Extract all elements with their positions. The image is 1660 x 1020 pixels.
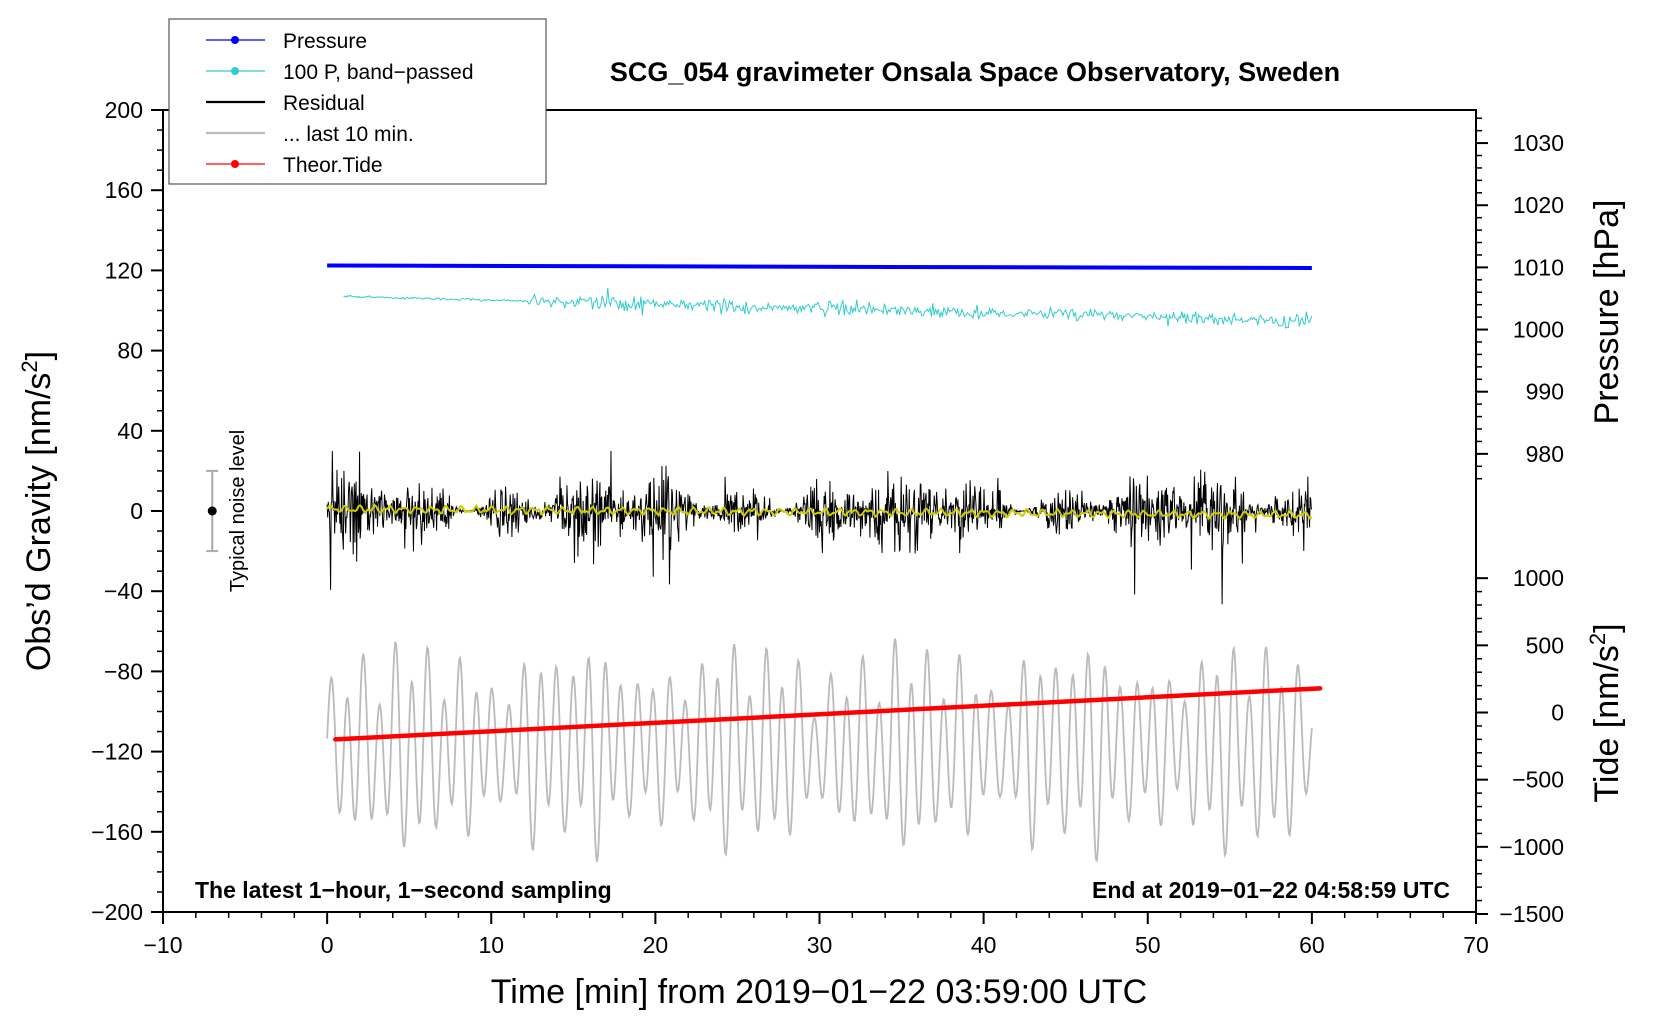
tide-tick-label: −500	[1512, 767, 1564, 793]
series-residual-smoothed	[326, 503, 1313, 521]
legend-label-last10: ... last 10 min.	[283, 123, 414, 146]
legend-label-tide: Theor.Tide	[283, 154, 383, 177]
legend-entry-residual: Residual	[206, 92, 365, 115]
x-axis-ticks: −10 0 10 20 30 40 50 60 70	[143, 912, 1489, 958]
y-tick-label: −200	[91, 899, 143, 925]
y-axis-title-left-main: Obs’d Gravity [nm/s	[20, 373, 58, 672]
legend-entry-bandpassed: 100 P, band−passed	[206, 61, 474, 84]
x-tick-label: 40	[971, 932, 997, 958]
x-axis-title: Time [min] from 2019−01−22 03:59:00 UTC	[491, 973, 1147, 1011]
y-tick-label: 200	[105, 97, 143, 123]
x-tick-label: 20	[643, 932, 669, 958]
series-theor-tide	[333, 686, 1323, 742]
series-last-10-min	[326, 638, 1313, 863]
legend-label-pressure: Pressure	[283, 30, 367, 53]
tide-tick-label: −1500	[1499, 901, 1564, 927]
y-axis-title-left-end: ]	[20, 351, 58, 360]
pressure-tick-label: 1010	[1513, 254, 1564, 280]
y-tick-label: −80	[104, 658, 143, 684]
legend-label-residual: Residual	[283, 92, 365, 115]
series-layer	[326, 263, 1323, 863]
tide-axis-ticks: 1000 500 0 −500 −1000 −1500	[1476, 565, 1564, 927]
tide-tick-label: 1000	[1513, 565, 1564, 591]
pressure-tick-label: 990	[1526, 379, 1564, 405]
pressure-tick-label: 1000	[1513, 317, 1564, 343]
pressure-tick-label: 1030	[1513, 130, 1564, 156]
y-axis-title-tide-sup: 2	[1585, 633, 1610, 645]
annotation-sampling: The latest 1−hour, 1−second sampling	[195, 877, 612, 903]
y-tick-label: −40	[104, 578, 143, 604]
y-axis-title-tide-main: Tide [nm/s	[1588, 645, 1626, 802]
legend-label-bandpassed: 100 P, band−passed	[283, 61, 474, 84]
tide-tick-label: −1000	[1499, 834, 1564, 860]
x-tick-label: −10	[143, 932, 182, 958]
legend-marker-bandpassed	[231, 67, 239, 75]
series-pressure	[327, 263, 1312, 271]
noise-label: Typical noise level	[227, 430, 249, 592]
legend: Pressure 100 P, band−passed Residual ...…	[168, 18, 547, 185]
tide-tick-label: 500	[1526, 632, 1564, 658]
x-tick-label: 30	[807, 932, 833, 958]
x-tick-label: 60	[1299, 932, 1325, 958]
pressure-axis-ticks: 1030 1020 1010 1000 990 980	[1476, 117, 1564, 480]
y-tick-label: 40	[117, 418, 143, 444]
tide-tick-label: 0	[1551, 700, 1564, 726]
chart-title: SCG_054 gravimeter Onsala Space Observat…	[610, 57, 1340, 87]
y-tick-label: 80	[117, 338, 143, 364]
legend-entry-last10: ... last 10 min.	[206, 123, 414, 146]
y-axis-title-left: Obs’d Gravity [nm/s2]	[17, 351, 58, 671]
y-axis-title-pressure: Pressure [hPa]	[1588, 200, 1626, 425]
x-tick-label: 0	[321, 932, 334, 958]
y-tick-label: 120	[105, 257, 143, 283]
y-tick-label: −160	[91, 819, 143, 845]
x-tick-label: 50	[1135, 932, 1161, 958]
pressure-tick-label: 1020	[1513, 192, 1564, 218]
y-axis-title-tide-end: ]	[1588, 623, 1626, 632]
series-bandpassed	[343, 287, 1313, 329]
legend-entry-pressure: Pressure	[206, 30, 367, 53]
left-axis-ticks: 200 160 120 80 40 0 −40 −80 −120 −160 −200	[91, 97, 163, 925]
legend-marker-tide	[231, 160, 239, 168]
x-tick-label: 10	[478, 932, 504, 958]
noise-dot	[207, 506, 217, 516]
y-tick-label: 160	[105, 177, 143, 203]
y-tick-label: 0	[130, 498, 143, 524]
x-tick-label: 70	[1463, 932, 1489, 958]
y-axis-title-left-sup: 2	[17, 360, 42, 372]
y-tick-label: −120	[91, 739, 143, 765]
y-axis-title-tide: Tide [nm/s2]	[1585, 623, 1626, 802]
annotation-end-time: End at 2019−01−22 04:58:59 UTC	[1092, 877, 1450, 903]
legend-entry-tide: Theor.Tide	[206, 154, 383, 177]
pressure-tick-label: 980	[1526, 441, 1564, 467]
noise-level-indicator: Typical noise level	[206, 430, 249, 592]
series-residual	[326, 450, 1313, 605]
legend-marker-pressure	[231, 36, 239, 44]
